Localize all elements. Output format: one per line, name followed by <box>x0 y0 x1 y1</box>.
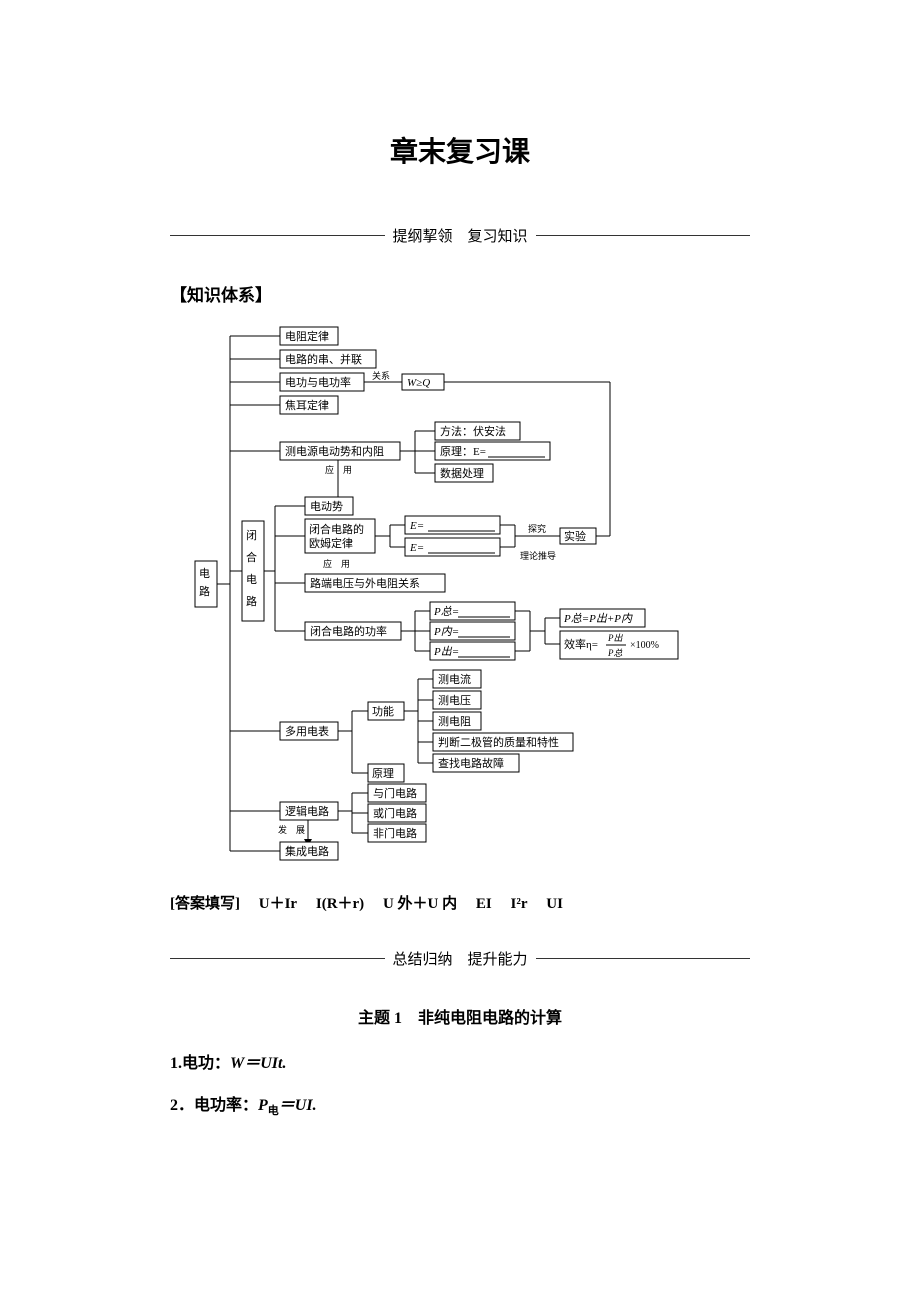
svg-text:闭合电路的: 闭合电路的 <box>309 522 364 536</box>
svg-text:判断二极管的质量和特性: 判断二极管的质量和特性 <box>438 735 559 749</box>
section-label-2: 总结归纳 提升能力 <box>385 948 536 969</box>
svg-text:电: 电 <box>199 567 210 580</box>
svg-text:理论推导: 理论推导 <box>520 550 556 561</box>
section-divider-1: 提纲挈领 复习知识 <box>170 225 750 246</box>
knowledge-diagram: 电 路 电阻定律 电路的串、并联 电功与电功率 关系 W≥Q 焦耳定律 测电源电… <box>170 321 750 866</box>
svg-text:E=: E= <box>409 542 424 554</box>
line2-sub: 电 <box>268 1105 279 1117</box>
svg-text:闭合电路的功率: 闭合电路的功率 <box>310 624 387 638</box>
svg-text:欧姆定律: 欧姆定律 <box>309 536 353 550</box>
svg-text:P总=P出+P内: P总=P出+P内 <box>563 612 633 625</box>
svg-text:测电压: 测电压 <box>438 694 471 707</box>
section-label-1: 提纲挈领 复习知识 <box>385 225 536 246</box>
ans-3: U 外＋U 内 <box>383 896 457 912</box>
line1-prefix: 1.电功： <box>170 1055 230 1072</box>
svg-text:应 用: 应 用 <box>323 558 350 569</box>
svg-text:原理: 原理 <box>372 767 394 780</box>
svg-text:或门电路: 或门电路 <box>373 806 417 820</box>
svg-text:原理：E=: 原理：E= <box>440 445 486 458</box>
svg-text:P总=: P总= <box>433 605 459 618</box>
ans-2: I(R＋r) <box>316 896 364 912</box>
svg-text:探究: 探究 <box>528 523 546 534</box>
svg-text:功能: 功能 <box>372 704 394 718</box>
ans-1: U＋Ir <box>259 896 297 912</box>
section-divider-2: 总结归纳 提升能力 <box>170 948 750 969</box>
svg-text:电功与电功率: 电功与电功率 <box>285 375 351 389</box>
svg-text:路: 路 <box>246 595 257 608</box>
svg-text:P出: P出 <box>607 633 623 643</box>
line2-p: P <box>258 1097 268 1114</box>
svg-text:E=: E= <box>409 520 424 532</box>
answers-label: [答案填写] <box>170 896 240 912</box>
svg-text:非门电路: 非门电路 <box>373 826 417 840</box>
diagram-svg: 电 路 电阻定律 电路的串、并联 电功与电功率 关系 W≥Q 焦耳定律 测电源电… <box>190 321 730 861</box>
svg-text:焦耳定律: 焦耳定律 <box>285 398 329 412</box>
svg-text:电阻定律: 电阻定律 <box>285 329 329 343</box>
svg-text:合: 合 <box>246 550 257 564</box>
svg-text:效率η=: 效率η= <box>564 637 598 651</box>
ans-4: EI <box>476 896 492 912</box>
svg-text:关系: 关系 <box>372 370 390 381</box>
svg-text:测电源电动势和内阻: 测电源电动势和内阻 <box>285 444 384 458</box>
svg-text:多用电表: 多用电表 <box>285 724 329 738</box>
formula-line-2: 2．电功率：P电＝UI. <box>170 1090 750 1122</box>
svg-text:电: 电 <box>246 573 257 586</box>
svg-text:应 用: 应 用 <box>325 464 352 475</box>
svg-text:电动势: 电动势 <box>310 500 343 513</box>
svg-text:电路的串、并联: 电路的串、并联 <box>285 352 362 366</box>
svg-text:查找电路故障: 查找电路故障 <box>438 756 504 770</box>
svg-text:P内=: P内= <box>433 625 459 638</box>
line2-prefix: 2．电功率： <box>170 1097 258 1114</box>
svg-text:测电阻: 测电阻 <box>438 715 471 728</box>
line2-post: ＝UI. <box>279 1097 317 1114</box>
answers-line: [答案填写] U＋Ir I(R＋r) U 外＋U 内 EI I²r UI <box>170 891 750 918</box>
svg-text:测电流: 测电流 <box>438 672 471 686</box>
svg-text:W≥Q: W≥Q <box>407 377 430 389</box>
svg-text:逻辑电路: 逻辑电路 <box>285 804 329 818</box>
page-title: 章末复习课 <box>170 130 750 170</box>
svg-text:与门电路: 与门电路 <box>373 786 417 800</box>
knowledge-heading: 【知识体系】 <box>170 281 750 306</box>
svg-text:×100%: ×100% <box>630 640 659 651</box>
line1-formula: W＝UIt. <box>230 1055 286 1072</box>
svg-text:实验: 实验 <box>564 529 586 543</box>
svg-text:闭: 闭 <box>246 529 257 542</box>
ans-5: I²r <box>511 896 528 912</box>
svg-text:集成电路: 集成电路 <box>285 844 329 858</box>
svg-text:路端电压与外电阻关系: 路端电压与外电阻关系 <box>310 576 420 590</box>
ans-6: UI <box>546 896 563 912</box>
svg-text:P出=: P出= <box>433 645 459 658</box>
svg-text:数据处理: 数据处理 <box>440 466 484 480</box>
svg-text:P总: P总 <box>607 648 623 658</box>
svg-text:方法：伏安法: 方法：伏安法 <box>440 424 506 438</box>
topic-1-title: 主题 1 非纯电阻电路的计算 <box>170 1004 750 1028</box>
svg-text:路: 路 <box>199 585 210 598</box>
formula-line-1: 1.电功：W＝UIt. <box>170 1048 750 1080</box>
svg-text:发 展: 发 展 <box>278 824 305 835</box>
